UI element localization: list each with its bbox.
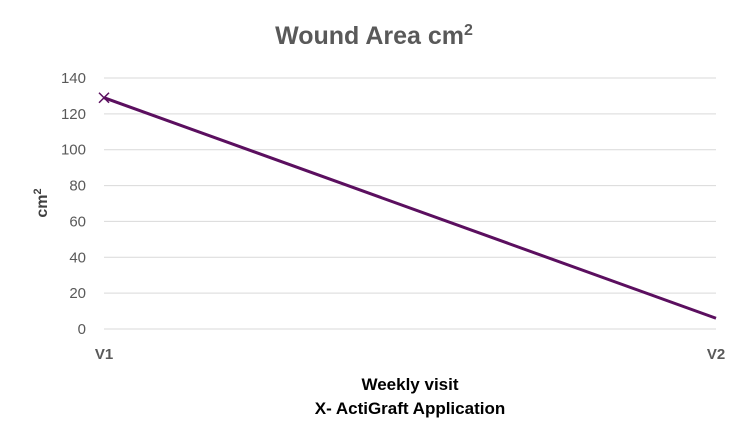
y-tick-label-20: 20 (69, 285, 86, 302)
y-axis-label: cm2 (32, 188, 51, 217)
x-tick-label-v1: V1 (95, 346, 113, 363)
y-tick-label-0: 0 (78, 321, 86, 338)
y-tick-label-120: 120 (61, 106, 86, 123)
chart-title-text: Wound Area cm (275, 22, 464, 50)
series-group (98, 92, 717, 320)
x-tick-label-v2: V2 (707, 346, 725, 363)
y-tick-label-140: 140 (61, 70, 86, 87)
y-axis-ticks: 0 20 40 60 80 100 120 140 (61, 70, 86, 338)
y-tick-label-40: 40 (69, 249, 86, 266)
chart-title: Wound Area cm2 (275, 22, 473, 50)
y-tick-label-60: 60 (69, 213, 86, 230)
y-axis-label-text: cm (34, 195, 51, 218)
chart-title-superscript: 2 (464, 22, 473, 39)
marker-stroke-b (98, 92, 110, 104)
x-axis-label: Weekly visit (361, 375, 458, 394)
y-tick-label-80: 80 (69, 178, 86, 195)
y-axis-label-superscript: 2 (32, 188, 44, 194)
x-axis-label-line2: X- ActiGraft Application (315, 399, 505, 418)
gridlines (104, 77, 716, 330)
y-tick-label-100: 100 (61, 142, 86, 159)
data-point-v1 (98, 92, 110, 104)
series-line-1 (103, 96, 717, 320)
x-axis-ticks: V1 V2 (95, 346, 725, 363)
